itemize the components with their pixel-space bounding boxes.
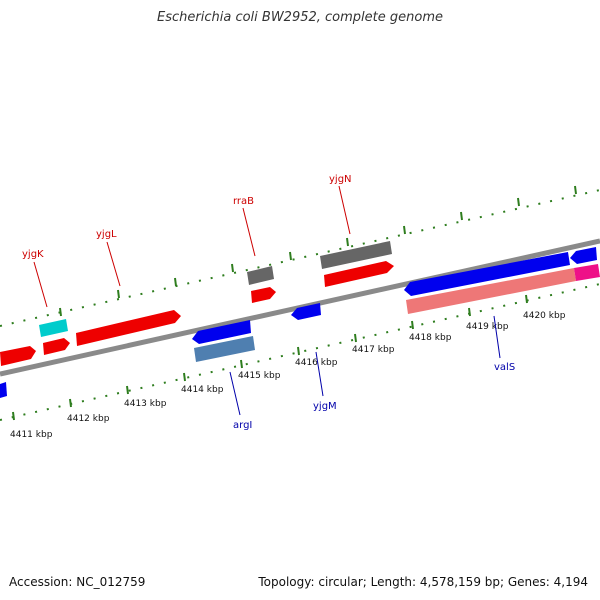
tick-label: 4412 kbp (67, 414, 110, 424)
tick-label: 4411 kbp (10, 430, 53, 440)
forward-gene (324, 261, 394, 287)
forward-gene (0, 346, 36, 366)
label-leaders-forward (33, 185, 351, 308)
forward-gene (251, 287, 276, 303)
gene-label: yjgM (313, 401, 337, 412)
tick-label: 4413 kbp (124, 399, 167, 409)
magenta-feature (574, 264, 600, 281)
tick-label: 4420 kbp (523, 311, 566, 321)
rna-feature (320, 241, 392, 269)
tick-label: 4414 kbp (181, 385, 224, 395)
forward-gene (43, 338, 70, 355)
tick-label: 4415 kbp (238, 371, 281, 381)
inner-major-ticks (12, 294, 528, 421)
reverse-gene (0, 382, 7, 398)
gene-label: argI (233, 420, 252, 431)
pink-cds (406, 268, 576, 314)
gene-label: valS (494, 362, 515, 373)
gene-label: yjgK (22, 249, 44, 260)
tick-label: 4419 kbp (466, 322, 509, 332)
tick-label: 4417 kbp (352, 345, 395, 355)
steel-cds (194, 336, 255, 362)
accession-text: Accession: NC_012759 (9, 575, 146, 589)
map-title: Escherichia coli BW2952, complete genome (157, 10, 443, 25)
cyan-feature (39, 319, 68, 337)
reverse-gene (570, 247, 597, 264)
gene-label: rraB (233, 196, 254, 207)
gene-label: yjgL (96, 229, 117, 240)
tick-label: 4418 kbp (409, 333, 452, 343)
genome-summary-text: Topology: circular; Length: 4,578,159 bp… (258, 575, 588, 589)
outer-major-ticks (59, 185, 577, 317)
reverse-gene (192, 320, 251, 344)
rna-feature (247, 266, 274, 285)
reverse-gene (291, 303, 321, 320)
gene-label: yjgN (329, 174, 352, 185)
forward-gene (76, 310, 181, 346)
tick-label: 4416 kbp (295, 358, 338, 368)
label-leaders-reverse (229, 315, 501, 416)
reverse-gene (404, 252, 570, 296)
